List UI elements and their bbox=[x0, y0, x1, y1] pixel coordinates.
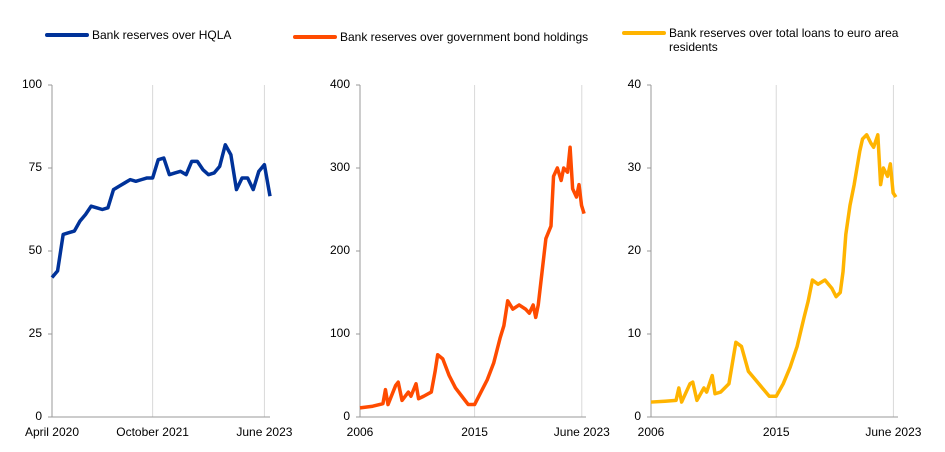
x-tick-label: October 2021 bbox=[116, 425, 189, 439]
y-tick-label: 40 bbox=[628, 77, 642, 91]
legend-item: Bank reserves over HQLA bbox=[45, 28, 292, 42]
x-tick-label: 2015 bbox=[763, 425, 790, 439]
x-tick-label: June 2023 bbox=[865, 425, 921, 439]
y-tick-label: 50 bbox=[29, 243, 43, 257]
legend-swatch bbox=[622, 31, 666, 35]
y-tick-label: 100 bbox=[22, 77, 42, 91]
y-tick-label: 200 bbox=[330, 243, 350, 257]
y-tick-label: 0 bbox=[343, 409, 350, 423]
x-tick-label: 2015 bbox=[461, 425, 488, 439]
series-line bbox=[50, 143, 272, 279]
y-tick-label: 25 bbox=[29, 326, 43, 340]
x-tick-label: June 2023 bbox=[236, 425, 292, 439]
legend-label: Bank reserves over government bond holdi… bbox=[340, 30, 589, 44]
x-tick-label: 2006 bbox=[347, 425, 374, 439]
y-tick-label: 300 bbox=[330, 160, 350, 174]
series-line bbox=[359, 145, 586, 410]
y-tick-label: 75 bbox=[29, 160, 43, 174]
legend-label: Bank reserves over total loans to euro a… bbox=[669, 26, 899, 54]
y-tick-label: 20 bbox=[628, 243, 642, 257]
y-tick-label: 0 bbox=[634, 409, 641, 423]
legend-swatch bbox=[293, 35, 337, 39]
y-tick-label: 30 bbox=[628, 160, 642, 174]
legend-item: Bank reserves over total loans to euro a… bbox=[622, 26, 914, 54]
y-tick-label: 0 bbox=[35, 409, 42, 423]
series-line bbox=[650, 133, 898, 404]
legend-label: Bank reserves over HQLA bbox=[92, 28, 232, 42]
y-tick-label: 100 bbox=[330, 326, 350, 340]
x-tick-label: June 2023 bbox=[554, 425, 610, 439]
legend-swatch bbox=[45, 33, 89, 37]
x-tick-label: April 2020 bbox=[25, 425, 79, 439]
legend-item: Bank reserves over government bond holdi… bbox=[293, 30, 660, 44]
y-tick-label: 10 bbox=[628, 326, 642, 340]
y-tick-label: 400 bbox=[330, 77, 350, 91]
x-tick-label: 2006 bbox=[638, 425, 665, 439]
